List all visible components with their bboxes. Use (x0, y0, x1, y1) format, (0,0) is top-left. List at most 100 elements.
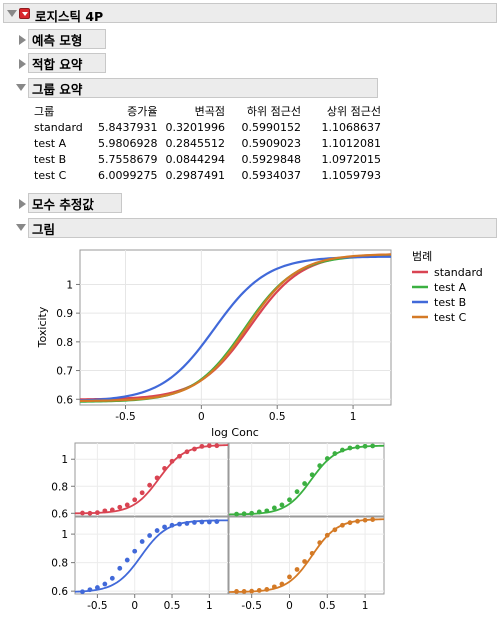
table-cell: 0.3201996 (165, 120, 226, 134)
legend-title: 범례 (412, 250, 432, 263)
data-point (332, 527, 338, 533)
data-point (279, 502, 285, 508)
data-point (287, 497, 292, 503)
data-point (302, 481, 308, 486)
collapse-triangle-icon[interactable] (16, 224, 26, 231)
expand-triangle-icon[interactable] (19, 35, 26, 45)
y-tick-label: 0.8 (51, 481, 68, 493)
table-header-row: 그룹 증가율 변곡점 하위 점근선 상위 점근선 (30, 103, 385, 119)
data-point (347, 445, 353, 451)
table-cell: test A (34, 136, 67, 150)
data-point (117, 565, 123, 571)
x-tick-label: -0.5 (87, 600, 108, 612)
table-cell: 1.0972015 (321, 152, 382, 166)
table-cell: 1.1068637 (321, 120, 382, 134)
data-point (214, 519, 220, 524)
series-line-test-C (79, 253, 392, 403)
section-title: 적합 요약 (32, 56, 83, 72)
section-parameter-estimates[interactable]: 모수 추정값 (28, 193, 122, 213)
data-point (287, 574, 292, 580)
data-point (355, 518, 360, 524)
panel-fit-line-standard (74, 444, 229, 515)
data-point (370, 517, 376, 522)
section-group-summary[interactable]: 그룹 요약 (28, 78, 378, 98)
data-point (124, 502, 130, 508)
data-point (355, 444, 360, 450)
data-point (362, 443, 368, 449)
data-point (177, 453, 182, 459)
data-point (302, 559, 308, 564)
table-row: test A 5.9806928 0.2845512 0.5909023 1.1… (30, 135, 385, 151)
y-tick-label: 0.6 (51, 586, 68, 598)
data-point (317, 463, 323, 469)
legend-item: test B (434, 296, 466, 309)
collapse-triangle-icon[interactable] (16, 84, 26, 91)
y-tick-label: 0.6 (51, 508, 68, 520)
x-tick-label: 0.5 (269, 411, 286, 423)
data-point (162, 466, 167, 471)
y-tick-label: 0.8 (51, 558, 68, 570)
column-header: 증가율 (127, 105, 158, 118)
data-point (80, 510, 85, 516)
data-point (184, 449, 190, 455)
section-prediction-model[interactable]: 예측 모형 (28, 29, 106, 49)
x-tick-label: 0.5 (164, 600, 181, 612)
legend-item: test A (434, 281, 467, 294)
table-row: test B 5.7558679 0.0844294 0.5929848 1.0… (30, 151, 385, 167)
x-tick-label: -0.5 (115, 411, 136, 423)
table-cell: 5.9806928 (98, 136, 158, 150)
data-point (139, 539, 145, 544)
data-point (324, 456, 330, 461)
table-cell: 0.5909023 (241, 136, 302, 150)
legend-item: test C (434, 311, 467, 324)
data-point (249, 588, 255, 594)
data-point (362, 517, 368, 523)
data-point (117, 504, 123, 510)
section-fit-summary[interactable]: 적합 요약 (28, 53, 106, 73)
data-point (94, 585, 100, 590)
panel-frame (74, 442, 229, 517)
data-point (340, 447, 345, 453)
data-point (206, 443, 212, 449)
data-point (249, 510, 255, 516)
expand-triangle-icon[interactable] (19, 199, 26, 209)
data-point (294, 567, 300, 572)
data-point (264, 587, 270, 592)
column-header: 그룹 (34, 105, 55, 118)
x-tick-label: 0.5 (319, 600, 336, 612)
series-line-standard (79, 253, 392, 401)
data-point (241, 511, 247, 517)
panel-fit-line-test-C (228, 518, 385, 593)
data-point (317, 540, 323, 546)
data-point (109, 507, 115, 513)
table-cell: 5.7558679 (98, 152, 158, 166)
red-triangle-menu-icon[interactable] (19, 8, 30, 19)
section-plot[interactable]: 그림 (28, 218, 497, 238)
column-header: 변곡점 (194, 105, 225, 118)
table-row: test C 6.0099275 0.2987491 0.5934037 1.1… (30, 167, 385, 183)
data-point (147, 482, 153, 488)
collapse-triangle-icon[interactable] (7, 10, 17, 17)
data-point (192, 446, 197, 452)
data-point (132, 497, 138, 503)
data-point (139, 490, 145, 496)
data-point (279, 581, 285, 587)
expand-triangle-icon[interactable] (19, 59, 26, 69)
data-point (347, 520, 353, 526)
x-tick-label: 0 (286, 600, 293, 612)
data-point (340, 522, 345, 528)
data-point (124, 557, 130, 563)
data-point (132, 548, 138, 554)
panel-frame (228, 442, 385, 517)
data-point (199, 519, 205, 525)
data-point (264, 508, 270, 514)
data-point (370, 443, 376, 449)
table-cell: 1.1012081 (321, 136, 382, 150)
data-point (271, 584, 277, 590)
x-tick-label: 1 (206, 600, 213, 612)
x-tick-label: 1 (350, 411, 357, 423)
data-point (332, 451, 338, 456)
column-header: 하위 점근선 (246, 105, 301, 118)
table-cell: 5.8437931 (98, 120, 158, 134)
data-point (324, 532, 330, 538)
